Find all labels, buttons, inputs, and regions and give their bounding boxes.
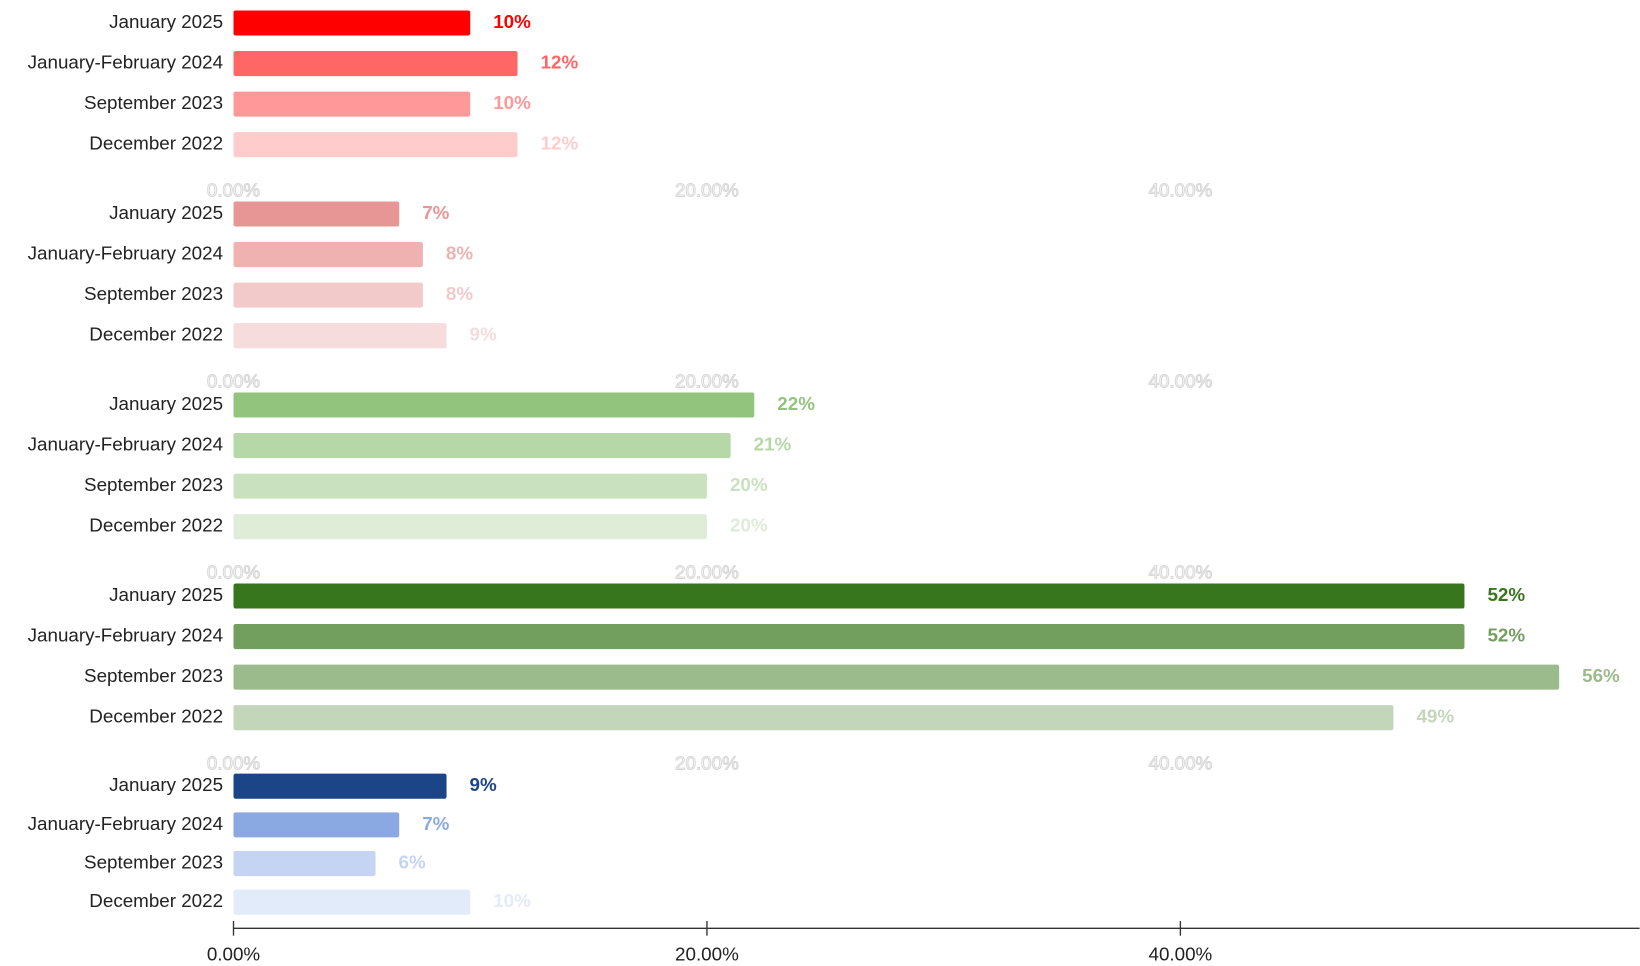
value-label: 7%	[422, 813, 449, 834]
x-tick-label: 40.00%	[1149, 179, 1213, 200]
bar	[233, 51, 518, 77]
value-label: 12%	[541, 52, 579, 73]
value-label: 8%	[446, 283, 473, 304]
value-label: 9%	[470, 324, 497, 345]
bar	[233, 392, 755, 418]
x-tick-label: 0.00%	[207, 752, 261, 773]
x-tick-label: 0.00%	[207, 370, 261, 391]
bar	[233, 201, 400, 227]
value-label: 20%	[730, 515, 768, 536]
category-label: January 2025	[109, 11, 223, 32]
x-tick-label: 0.00%	[207, 944, 261, 965]
x-tick-label: 40.00%	[1149, 944, 1213, 965]
category-label: January 2025	[109, 584, 223, 605]
bar	[233, 664, 1560, 690]
bar	[233, 705, 1394, 731]
category-label: January-February 2024	[28, 813, 223, 834]
value-label: 12%	[541, 133, 579, 154]
value-label: 52%	[1487, 625, 1525, 646]
category-label: December 2022	[89, 133, 223, 154]
category-label: December 2022	[89, 706, 223, 727]
x-tick-label: 20.00%	[675, 944, 739, 965]
bar	[233, 91, 471, 117]
value-label: 56%	[1582, 665, 1620, 686]
category-label: September 2023	[84, 283, 223, 304]
x-tick-label: 20.00%	[675, 370, 739, 391]
x-tick-label: 40.00%	[1149, 752, 1213, 773]
value-label: 7%	[422, 202, 449, 223]
x-tick-label: 40.00%	[1149, 370, 1213, 391]
category-label: January-February 2024	[28, 625, 223, 646]
category-label: January-February 2024	[28, 243, 223, 264]
bar	[233, 812, 400, 838]
bar	[233, 282, 423, 308]
category-label: January 2025	[109, 774, 223, 795]
category-label: September 2023	[84, 665, 223, 686]
bar	[233, 132, 518, 158]
bar	[233, 473, 707, 499]
value-label: 9%	[470, 774, 497, 795]
value-label: 52%	[1487, 584, 1525, 605]
value-label: 22%	[777, 393, 815, 414]
value-label: 10%	[493, 92, 531, 113]
bar	[233, 624, 1465, 650]
bar	[233, 889, 471, 915]
category-label: September 2023	[84, 852, 223, 873]
bar	[233, 10, 471, 36]
value-label: 10%	[493, 890, 531, 911]
category-label: January 2025	[109, 202, 223, 223]
category-label: January 2025	[109, 393, 223, 414]
category-label: January-February 2024	[28, 434, 223, 455]
value-label: 6%	[399, 852, 426, 873]
x-tick-label: 20.00%	[675, 179, 739, 200]
x-tick-label: 20.00%	[675, 752, 739, 773]
value-label: 10%	[493, 11, 531, 32]
category-label: September 2023	[84, 92, 223, 113]
category-label: December 2022	[89, 890, 223, 911]
bar	[233, 773, 447, 799]
bar	[233, 851, 376, 877]
value-label: 8%	[446, 243, 473, 264]
category-label: September 2023	[84, 474, 223, 495]
x-tick-label: 20.00%	[675, 561, 739, 582]
category-label: December 2022	[89, 324, 223, 345]
x-tick-label: 0.00%	[207, 561, 261, 582]
bar	[233, 514, 707, 540]
value-label: 21%	[754, 434, 792, 455]
bar	[233, 323, 447, 349]
bar	[233, 433, 731, 459]
category-label: December 2022	[89, 515, 223, 536]
x-tick-label: 40.00%	[1149, 561, 1213, 582]
value-label: 20%	[730, 474, 768, 495]
x-tick-label: 0.00%	[207, 179, 261, 200]
category-label: January-February 2024	[28, 52, 223, 73]
bar	[233, 583, 1465, 609]
bar	[233, 242, 423, 268]
value-label: 49%	[1416, 706, 1454, 727]
